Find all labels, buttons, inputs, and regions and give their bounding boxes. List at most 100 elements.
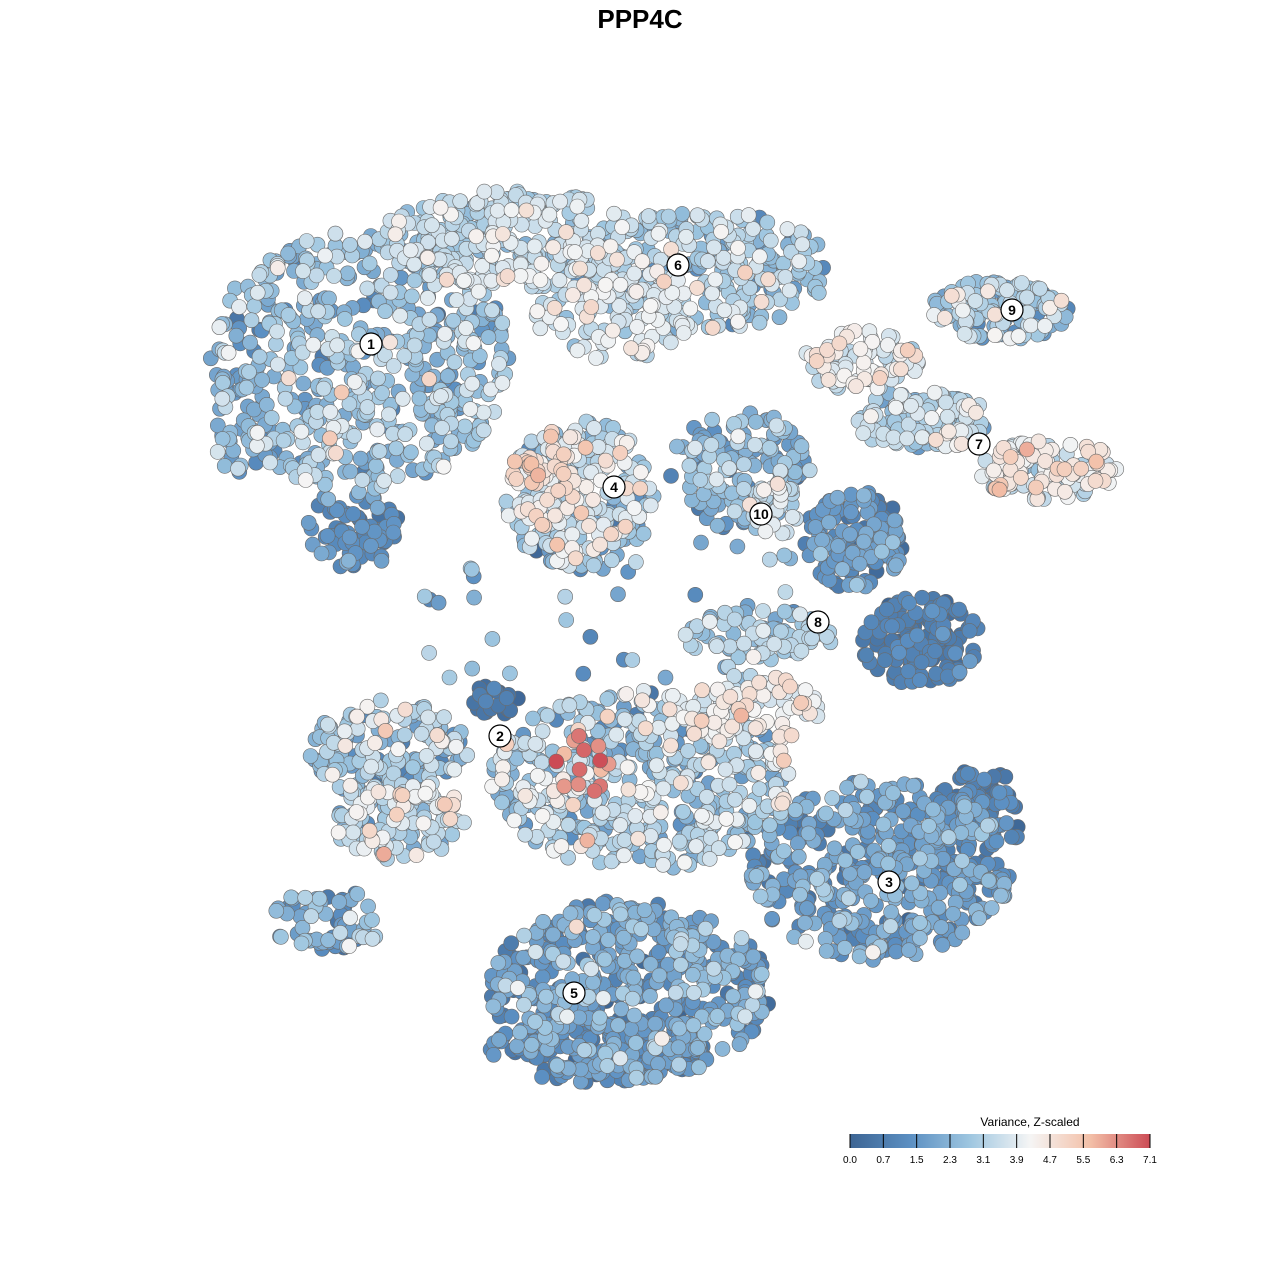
cluster-label-3: 3	[877, 870, 901, 894]
cell-point	[589, 245, 606, 261]
cell-point	[293, 423, 310, 440]
cell-point	[880, 855, 897, 872]
cell-point	[629, 948, 646, 965]
cell-point	[609, 251, 625, 268]
cell-point	[1057, 483, 1073, 500]
cell-point	[656, 273, 672, 290]
cell-point	[839, 779, 855, 796]
cell-point	[733, 707, 750, 724]
cell-point	[251, 267, 268, 283]
cell-point	[834, 561, 851, 578]
cell-point	[562, 905, 579, 922]
cell-point	[956, 798, 973, 815]
cell-point	[967, 293, 984, 309]
cell-point	[606, 205, 622, 222]
cell-point	[545, 239, 562, 256]
cell-point	[435, 458, 452, 475]
cell-point	[1037, 318, 1053, 334]
cell-point	[688, 838, 704, 855]
cell-point	[704, 411, 720, 428]
cell-point	[776, 547, 793, 564]
cell-point	[760, 271, 777, 288]
cell-point	[663, 468, 679, 484]
cell-point	[721, 776, 738, 793]
cell-point	[730, 240, 746, 256]
legend-tick-label: 7.1	[1143, 1155, 1157, 1166]
cell-point	[837, 852, 854, 869]
cell-point	[708, 638, 725, 655]
cell-point	[369, 421, 386, 438]
cell-point	[768, 417, 785, 434]
cell-point	[693, 712, 710, 729]
cell-point	[658, 997, 674, 1014]
cell-point	[612, 276, 629, 293]
cell-point	[415, 815, 432, 832]
cell-point	[610, 586, 626, 603]
cell-point	[346, 428, 363, 444]
cell-point	[413, 725, 430, 742]
cell-point	[779, 221, 796, 237]
cell-point	[538, 988, 554, 1005]
cell-point	[1019, 289, 1035, 306]
cell-point	[858, 647, 875, 663]
cell-point	[912, 914, 928, 931]
cell-point	[766, 636, 783, 652]
cell-point	[620, 781, 637, 798]
cell-point	[349, 708, 365, 725]
cell-point	[752, 888, 769, 905]
cell-point	[296, 290, 313, 307]
cell-point	[844, 544, 861, 561]
cell-point	[848, 577, 865, 593]
cell-point	[821, 514, 837, 531]
cell-point	[735, 481, 752, 497]
cell-point	[418, 748, 435, 764]
cell-point	[936, 310, 953, 326]
cell-point	[446, 761, 463, 778]
cell-point	[590, 738, 607, 754]
cell-point	[443, 433, 459, 450]
cell-point	[295, 263, 311, 279]
cell-point	[727, 791, 743, 808]
cell-point	[660, 208, 677, 225]
cell-point	[311, 890, 328, 907]
cell-point	[397, 701, 414, 718]
cell-point	[483, 247, 500, 264]
cell-point	[909, 627, 926, 644]
cell-point	[494, 315, 511, 331]
cell-point	[859, 788, 875, 805]
cell-point	[599, 1058, 616, 1074]
cell-point	[437, 326, 453, 342]
cell-point	[457, 418, 473, 435]
cell-point	[403, 444, 419, 461]
cell-point	[999, 282, 1015, 299]
cell-point	[494, 226, 511, 242]
cell-point	[652, 804, 669, 821]
cell-point	[705, 934, 722, 950]
cell-point	[612, 445, 629, 461]
cell-point	[583, 961, 600, 977]
cell-point	[546, 300, 563, 316]
cell-point	[727, 834, 743, 851]
cell-point	[780, 765, 797, 782]
cell-point	[777, 269, 794, 285]
cell-point	[750, 765, 767, 781]
cell-point	[610, 1017, 626, 1033]
cell-point	[503, 202, 520, 218]
cell-point	[555, 953, 572, 970]
cell-point	[680, 743, 696, 759]
cell-point	[884, 618, 900, 635]
cell-point	[570, 776, 587, 793]
cell-point	[776, 603, 793, 620]
cell-point	[930, 899, 947, 916]
cell-point	[686, 725, 703, 742]
cell-point	[509, 980, 526, 996]
cell-point	[650, 225, 667, 242]
cell-point	[883, 904, 899, 920]
cell-point	[718, 810, 735, 827]
cell-point	[214, 390, 231, 407]
cell-point	[417, 785, 434, 802]
cell-point	[319, 528, 336, 544]
cell-point	[372, 692, 389, 709]
cell-point	[494, 375, 511, 391]
